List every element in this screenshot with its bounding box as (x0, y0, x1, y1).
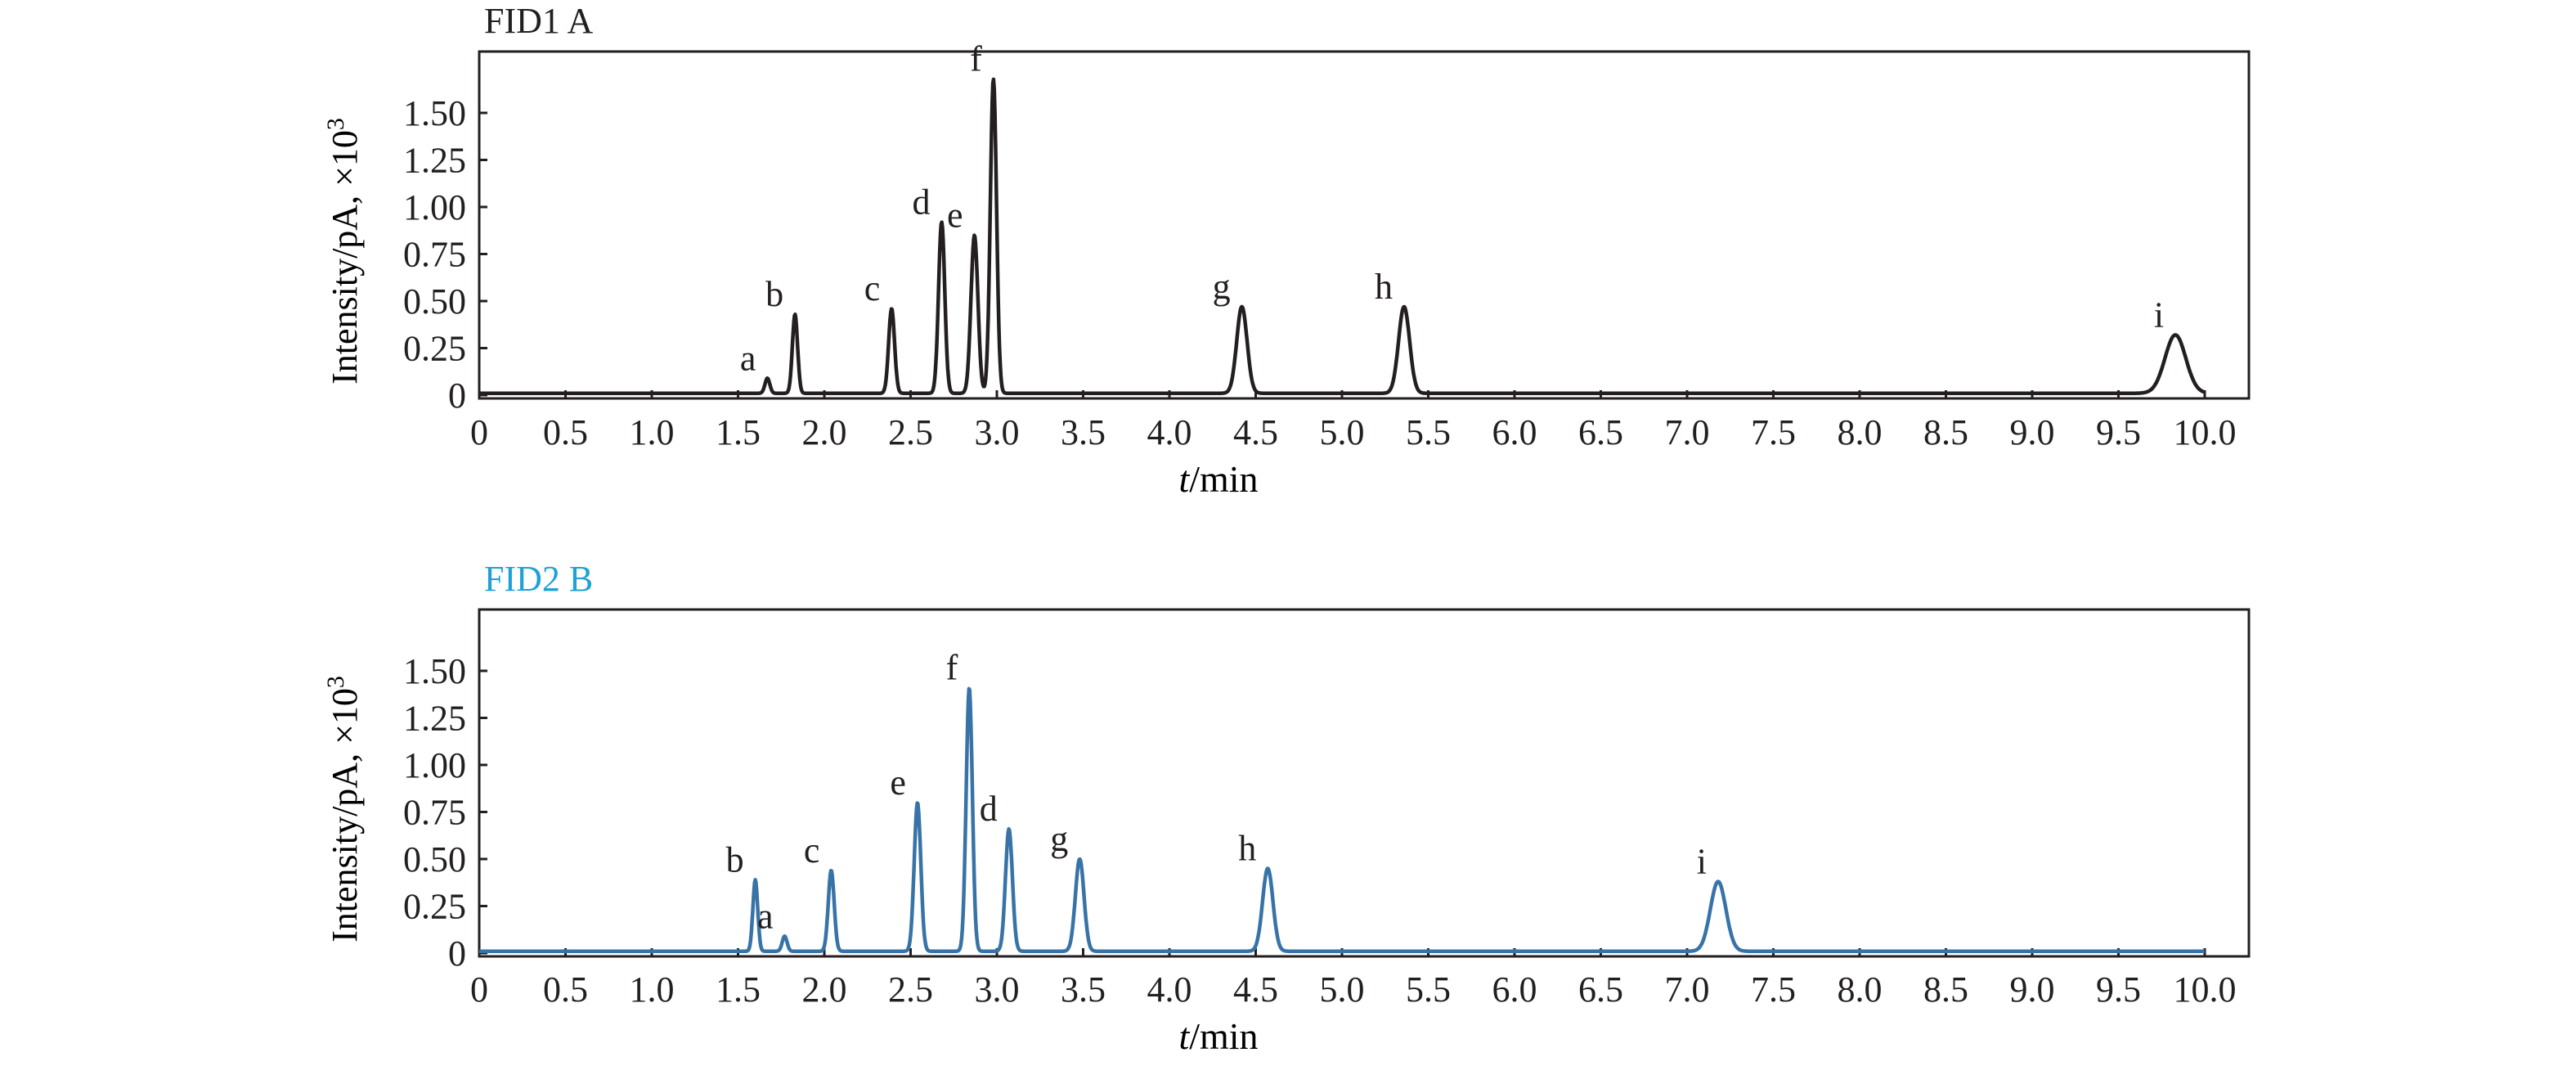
y-tick-label: 1.25 (403, 141, 466, 181)
x-tick-label: 7.5 (1751, 412, 1796, 452)
peak-label-f: f (946, 648, 958, 688)
x-tick-label: 9.5 (2096, 969, 2141, 1010)
chromatogram-trace (478, 77, 2206, 395)
peak-label-h: h (1375, 267, 1393, 307)
x-tick-label: 4.0 (1147, 412, 1192, 452)
x-tick-label: 3.0 (975, 412, 1020, 452)
chart-panel-fid2: FID2 B Intensity/pA, ×103 t/min 0 0.5 1.0 1… (322, 559, 2251, 1057)
x-tick-label: 10.0 (2174, 969, 2237, 1010)
peak-label-c: c (864, 268, 881, 308)
y-tick-label: 0.75 (403, 235, 466, 275)
peak-label-g: g (1213, 267, 1231, 307)
x-tick-label: 3.0 (975, 969, 1020, 1010)
y-tick-label: 1.50 (403, 651, 466, 691)
y-tick-label: 1.00 (403, 745, 466, 785)
y-tick-label: 0.75 (403, 793, 466, 833)
y-tick-label: 0.25 (403, 329, 466, 369)
chart-title: FID2 B (484, 559, 593, 599)
x-tick-label: 5.5 (1406, 969, 1451, 1010)
peak-label-c: c (804, 830, 820, 870)
x-tick-label: 8.0 (1838, 412, 1883, 452)
y-axis-ticks: 0 0.25 0.50 0.75 1.00 1.25 1.50 (403, 651, 487, 974)
peak-labels: bac e f d g h i (726, 648, 1707, 937)
x-tick-label: 6.5 (1578, 969, 1623, 1010)
x-tick-label: 6.0 (1492, 969, 1537, 1010)
x-tick-label: 0 (470, 969, 488, 1010)
x-tick-label: 6.5 (1578, 412, 1623, 452)
y-tick-label: 0 (448, 376, 466, 416)
x-tick-label: 2.5 (888, 412, 933, 452)
x-tick-label: 2.5 (888, 969, 933, 1010)
x-tick-label: 5.0 (1320, 412, 1365, 452)
x-tick-label: 4.5 (1233, 412, 1278, 452)
peak-labels: ab c d e f g h i (740, 39, 2164, 379)
x-tick-label: 8.0 (1838, 969, 1883, 1010)
y-tick-label: 1.50 (403, 93, 466, 133)
peak-label-b: b (765, 274, 783, 314)
peak-label-a: a (740, 338, 756, 378)
peak-label-i: i (2154, 295, 2164, 335)
x-tick-label: 7.0 (1665, 412, 1710, 452)
x-tick-label: 3.5 (1061, 412, 1106, 452)
x-tick-label: 9.0 (2010, 412, 2055, 452)
y-tick-label: 0.50 (403, 281, 466, 322)
y-axis-label-text: Intensity/pA, ×103 (322, 118, 365, 385)
x-tick-label: 1.0 (630, 969, 675, 1010)
y-tick-label: 1.00 (403, 187, 466, 227)
x-tick-label: 0 (470, 412, 488, 452)
x-tick-label: 8.5 (1923, 969, 1968, 1010)
x-tick-label: 7.5 (1751, 969, 1796, 1010)
x-tick-label: 0.5 (543, 412, 588, 452)
x-tick-label: 2.0 (802, 969, 847, 1010)
y-tick-label: 1.25 (403, 699, 466, 739)
x-tick-label: 7.0 (1665, 969, 1710, 1010)
x-tick-label: 1.5 (716, 969, 761, 1010)
x-tick-label: 0.5 (543, 969, 588, 1010)
x-tick-label: 9.0 (2010, 969, 2055, 1010)
y-axis-label: Intensity/pA, ×103 (322, 676, 365, 942)
x-axis-label: t/min (1178, 1015, 1258, 1057)
y-tick-label: 0 (448, 933, 466, 974)
chart-panel-fid1: FID1 A Intensity/pA, ×103 t/min 0 0.5 1.0 1… (322, 1, 2251, 500)
x-axis-ticks: 0 0.5 1.0 1.5 2.0 2.5 3.0 3.5 4.0 4.5 5.0 5.5 6.0 6.5… (470, 948, 2237, 1010)
x-tick-label: 8.5 (1923, 412, 1968, 452)
x-tick-label: 10.0 (2174, 412, 2237, 452)
y-axis-label-text: Intensity/pA, ×103 (322, 676, 365, 942)
y-axis-label: Intensity/pA, ×103 (322, 118, 365, 385)
peak-label-a: a (757, 896, 774, 936)
x-tick-label: 3.5 (1061, 969, 1106, 1010)
chart-title: FID1 A (484, 1, 593, 41)
x-tick-label: 9.5 (2096, 412, 2141, 452)
peak-label-d: d (980, 789, 998, 829)
peak-label-b: b (726, 839, 744, 879)
peak-label-e: e (890, 762, 906, 803)
x-tick-label: 1.0 (630, 412, 675, 452)
y-axis-ticks: 0 0.25 0.50 0.75 1.00 1.25 1.50 (403, 93, 487, 416)
peak-label-f: f (970, 39, 982, 79)
y-tick-label: 0.50 (403, 839, 466, 879)
plot-frame (478, 608, 2251, 958)
x-tick-label: 4.0 (1147, 969, 1192, 1010)
x-axis-ticks: 0 0.5 1.0 1.5 2.0 2.5 3.0 3.5 4.0 4.5 5.0 5.5 6.0 6.5… (470, 390, 2237, 452)
peak-label-e: e (947, 196, 963, 236)
plot-frame (478, 50, 2251, 400)
x-tick-label: 4.5 (1233, 969, 1278, 1010)
x-tick-label: 5.5 (1406, 412, 1451, 452)
x-axis-label: t/min (1178, 458, 1258, 500)
x-tick-label: 1.5 (716, 412, 761, 452)
peak-label-d: d (912, 182, 930, 222)
y-tick-label: 0.25 (403, 887, 466, 927)
x-tick-label: 2.0 (802, 412, 847, 452)
peak-label-i: i (1697, 842, 1707, 882)
x-tick-label: 5.0 (1320, 969, 1365, 1010)
x-tick-label: 6.0 (1492, 412, 1537, 452)
chromatogram-trace (478, 686, 2206, 953)
peak-label-h: h (1238, 829, 1256, 869)
peak-label-g: g (1050, 819, 1068, 859)
